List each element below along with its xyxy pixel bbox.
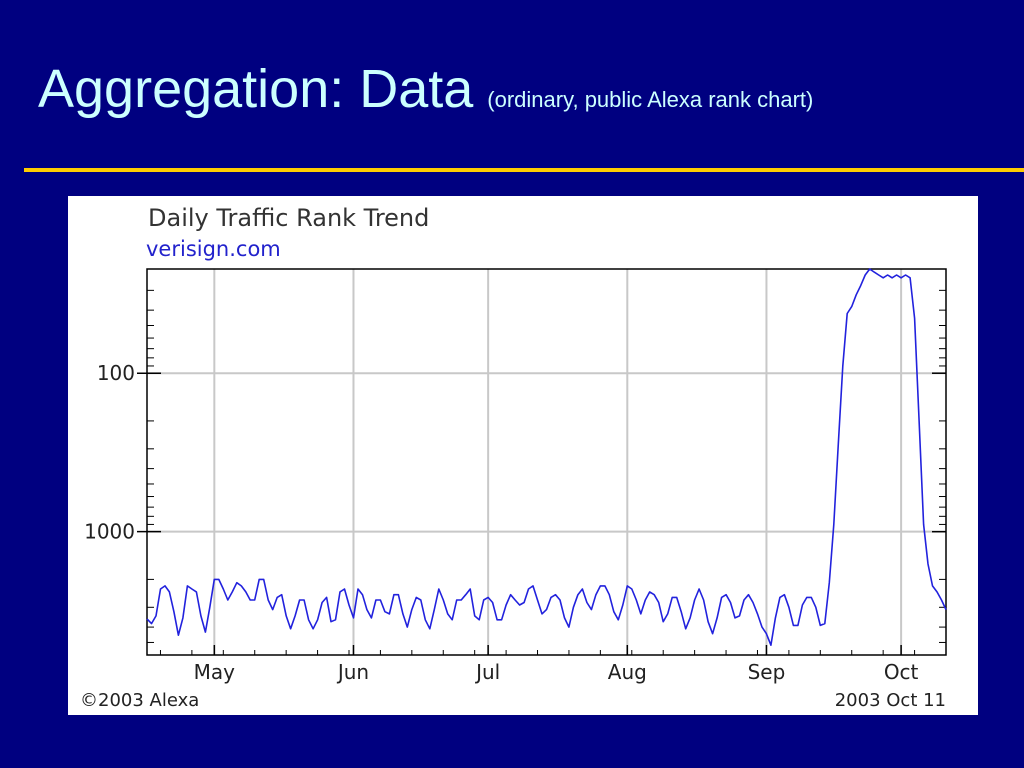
chart-date-stamp: 2003 Oct 11 [835,690,946,711]
slide-title: Aggregation: Data (ordinary, public Alexa… [38,58,813,120]
traffic-rank-chart: Daily Traffic Rank Trend verisign.com 10… [80,204,947,711]
x-tick-label: Jun [336,660,369,684]
title-divider [24,168,1024,172]
x-tick-label: Oct [884,660,919,684]
slide-title-main: Aggregation: Data [38,59,474,119]
x-tick-labels: May Jun Jul Aug Sep Oct [194,660,919,684]
x-tick-label: Sep [748,660,786,684]
chart-copyright: ©2003 Alexa [80,690,199,711]
grid-layer [147,269,946,655]
y-tick-label: 100 [97,361,135,385]
x-tick-label: Jul [474,660,500,684]
series-layer [146,268,947,647]
plot-frame [146,268,947,656]
y-tick-label: 1000 [84,520,135,544]
minor-ticks [137,289,947,656]
chart-title: Daily Traffic Rank Trend [148,204,429,232]
x-tick-label: Aug [608,660,647,684]
series-line [146,268,947,647]
chart-subtitle: verisign.com [146,237,281,261]
chart-panel: Daily Traffic Rank Trend verisign.com 10… [68,196,978,715]
slide-title-subtitle: (ordinary, public Alexa rank chart) [487,87,814,112]
x-tick-label: May [194,660,236,684]
y-tick-labels: 100 1000 [84,361,135,543]
